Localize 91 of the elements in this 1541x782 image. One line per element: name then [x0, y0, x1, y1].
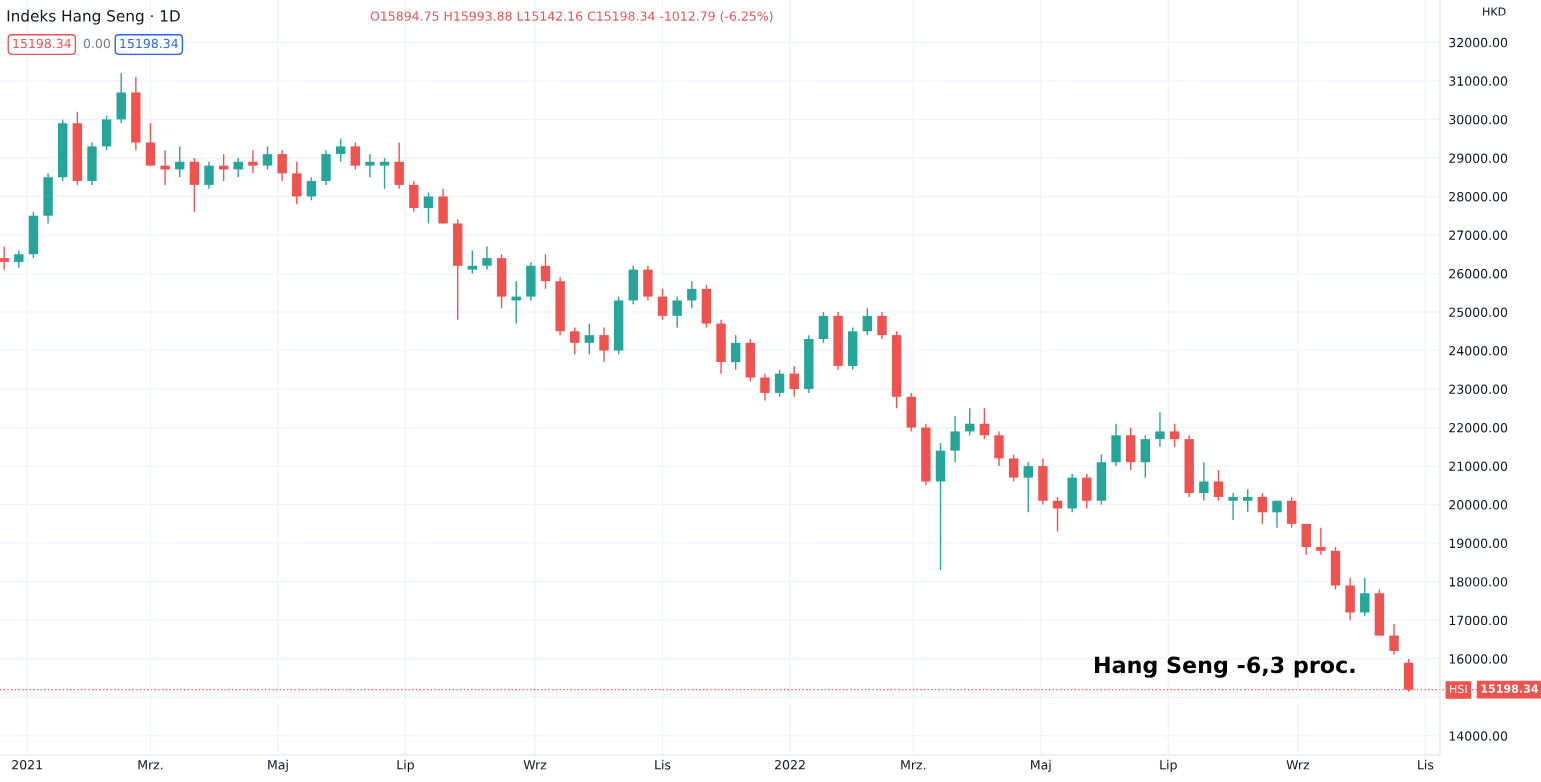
- candlestick: [599, 326, 609, 363]
- candlestick: [189, 157, 200, 213]
- candlestick: [818, 311, 829, 344]
- candlestick: [482, 245, 492, 271]
- x-tick-label: Lip: [1160, 759, 1177, 772]
- candlestick: [467, 249, 478, 275]
- y-tick-label: 31000.00: [1449, 76, 1508, 86]
- candlestick: [1008, 453, 1019, 483]
- x-tick-label: Wrz: [1286, 760, 1310, 770]
- y-tick-label: 17000.00: [1449, 615, 1508, 626]
- candlestick: [657, 288, 668, 321]
- candlestick: [774, 369, 785, 398]
- candlestick: [306, 176, 317, 202]
- x-tick-label: Wrz: [523, 760, 547, 770]
- candlestick: [584, 322, 595, 356]
- y-tick-label: 22000.00: [1449, 423, 1508, 433]
- text: HKD: [1483, 7, 1506, 16]
- candlestick: [409, 180, 419, 213]
- y-tick-label: 25000.00: [1449, 307, 1508, 317]
- candlestick: [350, 141, 360, 171]
- annotation: 0.00: [83, 38, 110, 49]
- x-tick-label: Maj: [268, 759, 288, 772]
- candlestick: [1082, 473, 1092, 510]
- x-tick-label: 2021: [12, 760, 42, 770]
- annotation: O15894.75 H15993.88 L15142.16 C15198.34 -1012.79 (-6.25%): [370, 11, 773, 23]
- candlestick: [1257, 492, 1268, 525]
- candlestick: [1243, 488, 1253, 514]
- candlestick: [292, 161, 302, 205]
- y-tick-label: 16000.00: [1449, 654, 1508, 664]
- candlestick: [730, 334, 741, 371]
- candlestick: [789, 365, 799, 398]
- candlestick: [687, 280, 697, 309]
- candlestick: [672, 295, 682, 329]
- candlestick: [394, 141, 404, 190]
- annotation: Hang Seng -6,3 proc.: [1095, 656, 1355, 678]
- candlestick: [760, 372, 770, 402]
- candlestick: [1199, 461, 1209, 502]
- y-tick-label: 29000.00: [1449, 153, 1508, 163]
- candlestick: [1316, 527, 1326, 556]
- candlestick: [262, 145, 273, 171]
- annotation: 15198.34: [120, 38, 178, 49]
- ref-line-label: 15198.34: [1481, 684, 1539, 693]
- y-tick-label: 23000.00: [1449, 384, 1508, 394]
- candlestick: [1169, 423, 1180, 448]
- y-tick-label: 27000.00: [1449, 230, 1508, 240]
- candlestick: [335, 137, 346, 163]
- candlestick: [570, 326, 580, 356]
- candlestick: [423, 191, 434, 225]
- candlestick: [994, 430, 1004, 467]
- text: Indeks Hang Seng · 1D: [7, 9, 180, 25]
- candlestick: [0, 245, 9, 271]
- candlestick: [877, 311, 887, 340]
- y-tick-label: 18000.00: [1449, 577, 1508, 587]
- y-tick-label: 19000.00: [1449, 538, 1508, 549]
- y-tick-label: 30000.00: [1449, 114, 1508, 125]
- x-tick-label: Lis: [655, 759, 671, 770]
- candlestick: [204, 161, 214, 190]
- candlestick: [1272, 500, 1282, 529]
- text: HSI: [1450, 684, 1467, 694]
- annotation: 15198.34: [13, 38, 71, 49]
- candlestick: [540, 253, 551, 290]
- x-tick-label: Mrz.: [901, 760, 926, 770]
- x-tick-label: Maj: [1031, 759, 1051, 772]
- candlestick: [862, 307, 873, 336]
- y-tick-label: 20000.00: [1449, 500, 1508, 510]
- candlestick: [277, 149, 287, 182]
- candlestick: [1155, 411, 1165, 448]
- candlestick: [248, 149, 258, 175]
- candlestick: [1389, 623, 1399, 656]
- candlestick: [1286, 496, 1297, 529]
- candlestick: [1140, 434, 1151, 479]
- candlestick: [950, 415, 960, 463]
- x-tick-label: Lip: [397, 759, 414, 772]
- candlestick: [979, 407, 990, 440]
- candlestick: [1213, 469, 1224, 502]
- x-tick-label: 2022: [775, 760, 805, 770]
- candlestick: [379, 157, 390, 190]
- y-tick-label: 14000.00: [1449, 731, 1508, 741]
- candlestick: [1228, 492, 1238, 521]
- y-tick-label: 24000.00: [1449, 346, 1508, 356]
- x-tick-label: Mrz.: [138, 760, 163, 770]
- y-tick-label: 32000.00: [1449, 37, 1508, 48]
- y-tick-label: 28000.00: [1449, 191, 1508, 202]
- candlestick: [145, 122, 156, 167]
- x-tick-label: Lis: [1418, 759, 1434, 770]
- candlestick: [1360, 577, 1370, 618]
- candlestick: [1301, 523, 1311, 556]
- candlestick: [365, 153, 375, 178]
- y-tick-label: 26000.00: [1449, 268, 1508, 279]
- candlestick: [1023, 461, 1033, 514]
- y-tick-label: 21000.00: [1449, 461, 1508, 472]
